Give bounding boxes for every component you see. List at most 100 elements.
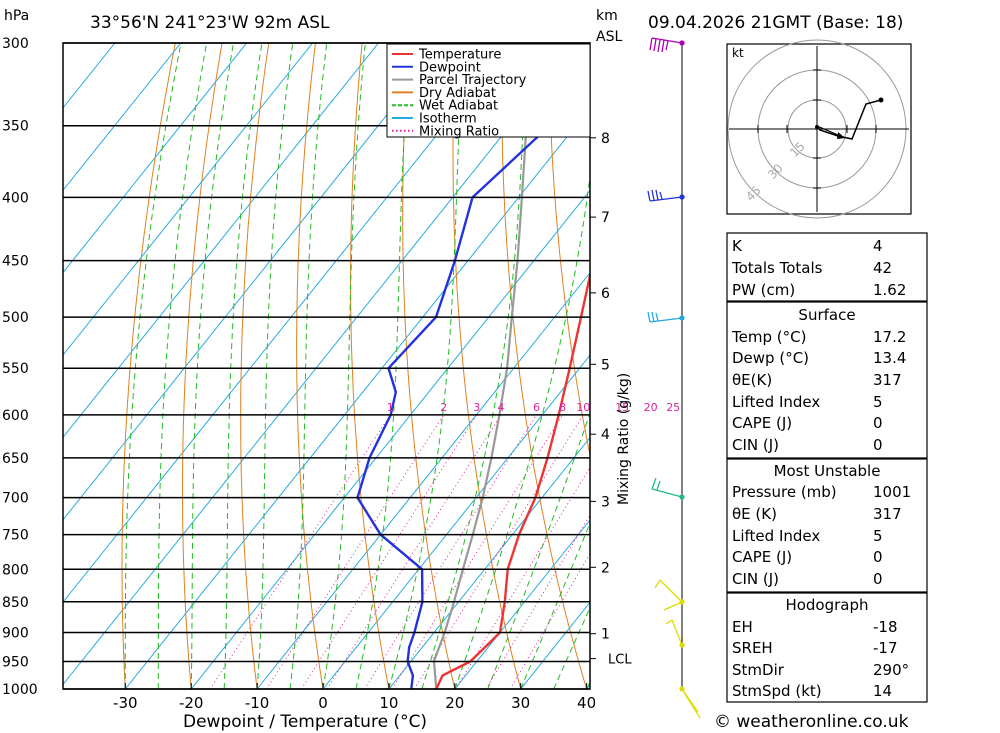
surface-title: Surface bbox=[798, 306, 855, 324]
mu-theta-value: 317 bbox=[873, 505, 902, 523]
isotherm bbox=[322, 354, 590, 689]
sreh-value: -17 bbox=[873, 639, 898, 657]
wet-adiabat bbox=[256, 43, 294, 689]
mu-pressure-value: 1001 bbox=[873, 483, 911, 501]
eh-label: EH bbox=[732, 618, 753, 636]
mixing-ratio-line bbox=[326, 414, 502, 689]
surface-dewp-label: Dewp (°C) bbox=[732, 349, 809, 367]
isotherm bbox=[124, 107, 590, 689]
mixing-ratio-label: 8 bbox=[559, 401, 566, 414]
datetime-title: 09.04.2026 21GMT (Base: 18) bbox=[648, 13, 903, 33]
pressure-tick-label: 550 bbox=[2, 361, 29, 377]
dry-adiabat bbox=[121, 43, 176, 689]
mixing-ratio-label: 15 bbox=[615, 401, 629, 414]
isotherm bbox=[63, 43, 445, 521]
surface-cin-label: CIN (J) bbox=[732, 436, 779, 454]
temperature-tick-label: 20 bbox=[445, 694, 464, 712]
km-tick-label: 3 bbox=[601, 494, 610, 510]
km-tick-label: 6 bbox=[601, 286, 610, 302]
km-tick-label: 4 bbox=[601, 427, 610, 443]
mixing-ratio-line bbox=[209, 414, 391, 689]
isotherm bbox=[63, 43, 379, 439]
mixing-ratio-label: 1 bbox=[387, 401, 394, 414]
x-axis-label: Dewpoint / Temperature (°C) bbox=[183, 712, 427, 732]
pressure-tick-label: 350 bbox=[2, 119, 29, 135]
km-tick-label: 2 bbox=[601, 560, 610, 576]
legend-label: Temperature bbox=[418, 48, 501, 63]
surface-temp-label: Temp (°C) bbox=[731, 328, 806, 346]
mixing-ratio-line bbox=[300, 414, 478, 689]
most-unstable-title: Most Unstable bbox=[774, 462, 881, 480]
mu-cin-label: CIN (J) bbox=[732, 570, 779, 588]
pw-value: 1.62 bbox=[873, 281, 906, 299]
mixing-ratio-label: 10 bbox=[576, 401, 590, 414]
wet-adiabat bbox=[421, 43, 528, 689]
mu-pressure-label: Pressure (mb) bbox=[732, 483, 837, 501]
surface-li-label: Lifted Index bbox=[732, 393, 820, 411]
hodograph-unit: kt bbox=[732, 46, 744, 60]
surface-theta-value: 317 bbox=[873, 371, 902, 389]
pressure-tick-label: 800 bbox=[2, 562, 29, 578]
dry-adiabat bbox=[969, 43, 1000, 689]
isotherm bbox=[63, 43, 511, 603]
isotherm bbox=[256, 272, 590, 689]
legend-box bbox=[386, 43, 591, 138]
dry-adiabat bbox=[402, 43, 456, 689]
surface-theta-label: θE(K) bbox=[732, 371, 772, 389]
surface-dewp-value: 13.4 bbox=[873, 349, 906, 367]
dewpoint-line bbox=[356, 67, 590, 689]
k-value: 4 bbox=[873, 237, 883, 255]
mixing-ratio-label: 20 bbox=[644, 401, 658, 414]
dry-adiabat bbox=[548, 43, 590, 458]
wind-barb-500 bbox=[647, 311, 685, 323]
pressure-tick-label: 600 bbox=[2, 408, 29, 424]
km-tick-label: 1 bbox=[601, 627, 610, 643]
hodograph: kt 15 30 45 bbox=[726, 39, 912, 219]
surface-li-value: 5 bbox=[873, 393, 883, 411]
mixing-ratio-line bbox=[455, 466, 590, 689]
isotherm bbox=[388, 436, 590, 689]
lcl-label: LCL bbox=[608, 653, 632, 668]
dry-adiabat bbox=[452, 43, 522, 689]
mixing-ratio-label: 3 bbox=[473, 401, 480, 414]
isotherm bbox=[63, 43, 182, 192]
wind-barb-400 bbox=[647, 189, 685, 202]
km-tick-label: 8 bbox=[601, 131, 610, 147]
asl-label: ASL bbox=[596, 29, 622, 45]
wet-adiabat bbox=[388, 43, 464, 689]
pressure-tick-label: 850 bbox=[2, 595, 29, 611]
km-label: km bbox=[596, 8, 618, 24]
legend-label: Dry Adiabat bbox=[419, 86, 496, 101]
wet-adiabat bbox=[289, 43, 328, 689]
mixing-ratio-label: 4 bbox=[498, 401, 505, 414]
temperature-tick-label: -10 bbox=[245, 694, 270, 712]
mixing-ratio-label: 25 bbox=[666, 401, 680, 414]
location-title: 33°56'N 241°23'W 92m ASL bbox=[90, 13, 330, 33]
mu-cape-label: CAPE (J) bbox=[732, 548, 792, 566]
km-tick-label: 7 bbox=[601, 210, 610, 226]
wind-barb-700 bbox=[651, 477, 685, 500]
isobar-lines bbox=[63, 42, 590, 690]
tt-value: 42 bbox=[873, 259, 892, 277]
wet-adiabat bbox=[454, 172, 590, 689]
mu-li-value: 5 bbox=[873, 527, 883, 545]
copyright: © weatheronline.co.uk bbox=[714, 712, 909, 732]
wet-adiabat bbox=[157, 43, 208, 689]
wet-adiabat bbox=[355, 43, 411, 689]
hpa-label: hPa bbox=[4, 8, 29, 24]
temperature-tick-label: 10 bbox=[379, 694, 398, 712]
pressure-tick-label: 650 bbox=[2, 451, 29, 467]
sreh-label: SREH bbox=[732, 639, 773, 657]
stmdir-label: StmDir bbox=[732, 661, 785, 679]
temperature-tick-labels: -30 -20 -10 0 10 20 30 40 bbox=[113, 683, 596, 712]
isotherm bbox=[63, 43, 248, 274]
dry-adiabat bbox=[596, 43, 719, 689]
surface-cape-value: 0 bbox=[873, 414, 883, 432]
wet-adiabat bbox=[124, 43, 182, 689]
mixing-ratio-lines bbox=[209, 414, 590, 689]
k-label: K bbox=[732, 237, 743, 255]
wet-adiabat bbox=[322, 43, 366, 689]
mixing-ratio-line bbox=[391, 414, 563, 689]
mixing-ratio-line bbox=[265, 414, 445, 689]
